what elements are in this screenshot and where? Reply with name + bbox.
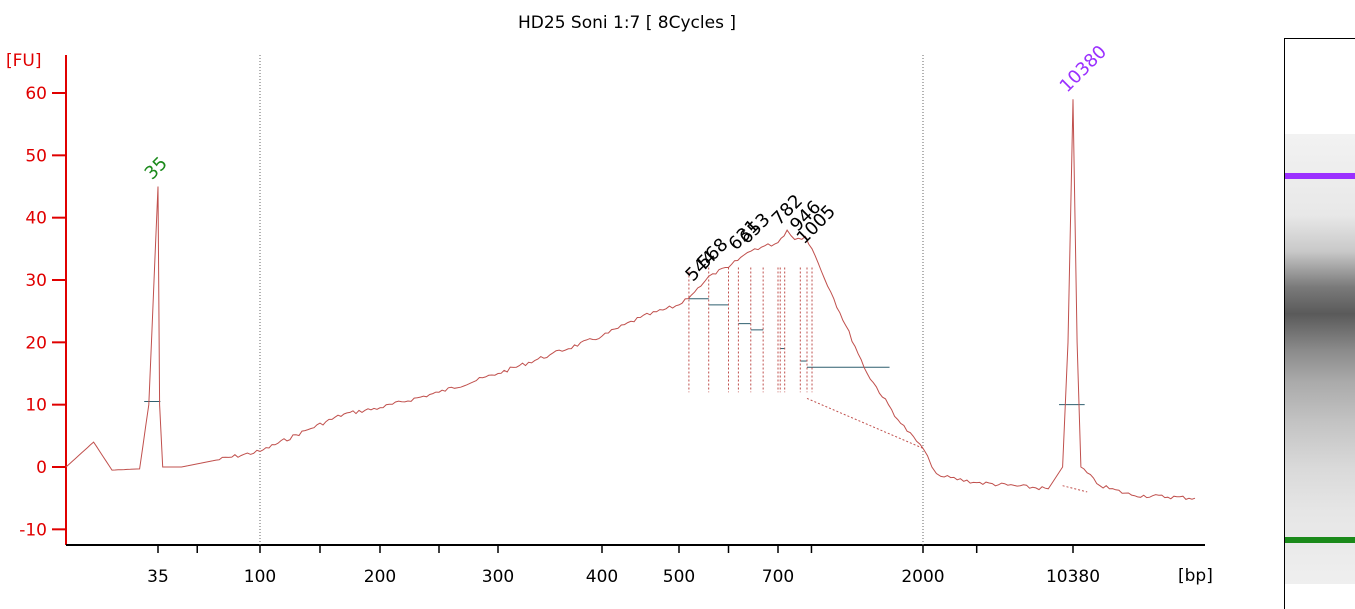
trace-layer: [65, 99, 1196, 500]
gel-lower-marker-band: [1285, 537, 1355, 543]
peak-regions: [144, 267, 1088, 493]
x-tick-label: 700: [762, 567, 794, 587]
x-tick-label: 200: [364, 567, 396, 587]
y-tick-label: 20: [25, 333, 47, 353]
gel-smear: [1285, 134, 1355, 584]
chart-title: HD25 Soni 1:7 [ 8Cycles ]: [518, 13, 736, 33]
y-axis-label: [FU]: [6, 51, 42, 71]
y-tick-label: 10: [25, 396, 47, 416]
trace-line: [65, 99, 1196, 500]
x-tick-label: 2000: [901, 567, 944, 587]
marker-peak-label: 35: [141, 153, 172, 184]
x-tick-label: 10380: [1046, 567, 1100, 587]
x-tick-label: 400: [586, 567, 618, 587]
y-tick-label: -10: [19, 520, 47, 540]
x-tick-label: 100: [244, 567, 276, 587]
gel-upper-marker-band: [1285, 173, 1355, 179]
peak-baseline: [1062, 485, 1088, 493]
y-tick-label: 60: [25, 84, 47, 104]
y-tick-label: 50: [25, 146, 47, 166]
gel-image: [1284, 38, 1355, 609]
y-tick-label: 30: [25, 271, 47, 291]
x-tick-label: 500: [663, 567, 695, 587]
electropherogram-chart: HD25 Soni 1:7 [ 8Cycles ] [FU] [bp] 60 50…: [6, 13, 1213, 587]
marker-peak-label: 10380: [1056, 41, 1111, 96]
y-tick-label: 0: [36, 458, 47, 478]
x-tick-label: 300: [482, 567, 514, 587]
x-tick-label: 35: [147, 567, 169, 587]
region-baseline: [806, 397, 924, 449]
x-axis-label: [bp]: [1178, 566, 1213, 586]
y-tick-label: 40: [25, 209, 47, 229]
